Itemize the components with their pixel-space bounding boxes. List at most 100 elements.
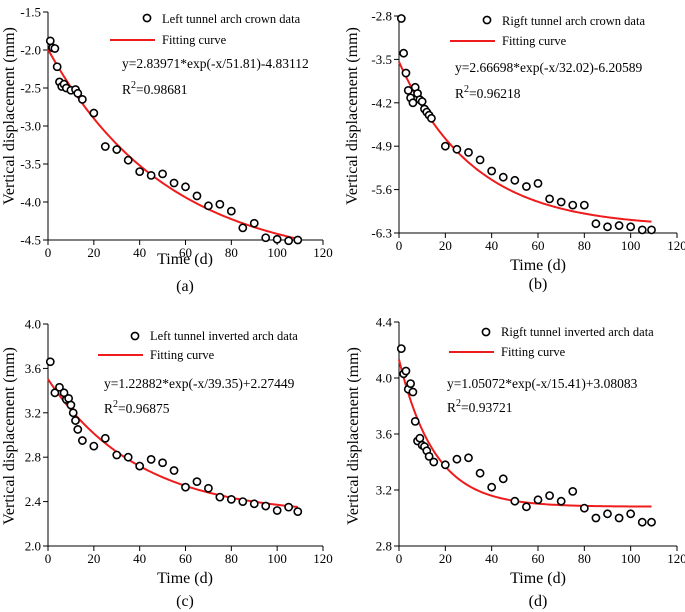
x-tick-label-b: 80 (578, 238, 591, 253)
y-tick-label-b: -3.5 (371, 52, 392, 67)
data-point-b (399, 48, 409, 58)
legend-fit-label-c: Fitting curve (150, 348, 215, 362)
x-tick-label-d: 0 (396, 551, 403, 566)
data-point-d (579, 503, 589, 513)
y-tick-label-c: 2.0 (25, 539, 41, 554)
data-point-a (50, 44, 60, 53)
y-tick-label-a: -1.5 (20, 5, 41, 20)
legend-marker-b (482, 15, 492, 25)
data-point-d (556, 496, 566, 506)
legend-marker-d (481, 327, 491, 337)
x-tick-label-d: 20 (439, 551, 452, 566)
data-point-c (55, 382, 64, 392)
x-tick-label-d: 120 (667, 551, 685, 566)
data-point-b (647, 225, 656, 235)
data-point-a (52, 62, 62, 72)
y-tick-label-a: -2.5 (20, 81, 41, 96)
y-tick-label-d: 3.2 (376, 483, 392, 498)
x-tick-label-c: 80 (225, 551, 238, 566)
x-tick-label-a: 80 (225, 245, 238, 260)
data-point-d (626, 509, 636, 519)
y-tick-label-a: -4.5 (20, 233, 41, 248)
data-point-b (401, 68, 411, 78)
data-point-b (591, 219, 601, 229)
data-point-d (533, 495, 543, 505)
x-tick-label-c: 20 (87, 551, 100, 566)
legend-fit-label-b: Fitting curve (502, 34, 567, 48)
x-tick-label-c: 40 (133, 551, 146, 566)
data-point-b (568, 200, 578, 210)
data-point-b (427, 113, 436, 123)
fitting-curve-a (47, 48, 299, 240)
data-point-b (510, 175, 520, 185)
x-tick-label-b: 60 (532, 238, 545, 253)
data-point-d (545, 491, 554, 500)
legend-fit-label-a: Fitting curve (162, 33, 227, 47)
data-point-a (238, 223, 248, 233)
data-point-b (464, 147, 473, 157)
panel-d: y=1.05072*exp(-x/15.41)+3.08083 R2=0.937… (345, 315, 685, 611)
data-point-d (510, 496, 520, 506)
data-point-c (71, 416, 80, 425)
data-point-b (396, 14, 406, 23)
data-point-a (181, 182, 190, 192)
data-point-d (429, 457, 439, 467)
y-tick-label-b: -2.8 (371, 9, 392, 24)
data-point-b (403, 86, 413, 95)
data-point-b (545, 194, 554, 204)
data-point-a (284, 236, 294, 246)
data-point-d (452, 454, 462, 464)
legend-fit-label-d: Fitting curve (501, 345, 566, 359)
y-axis-title-d: Vertical displacement (mm) (345, 347, 362, 525)
data-point-c (293, 507, 303, 516)
y-tick-label-b: -4.9 (371, 139, 392, 154)
fitting-curve-b (398, 61, 652, 223)
y-axis-title-c: Vertical displacement (mm) (1, 347, 18, 525)
legend-marker-c (130, 331, 140, 341)
x-tick-label-d: 40 (485, 551, 498, 566)
x-tick-label-b: 100 (621, 238, 641, 253)
data-point-c (158, 458, 167, 468)
data-point-b (556, 197, 566, 207)
fitting-curve-d (398, 359, 652, 508)
data-point-b (626, 222, 636, 232)
data-point-d (591, 513, 601, 523)
data-point-a (146, 170, 156, 180)
data-point-d (401, 366, 411, 376)
data-point-c (123, 452, 133, 462)
data-point-a (112, 145, 122, 154)
data-point-c (249, 499, 259, 509)
data-point-c (50, 388, 60, 398)
data-point-a (226, 206, 236, 216)
data-point-a (249, 218, 259, 228)
data-point-d (568, 486, 578, 496)
data-point-c (73, 425, 83, 434)
legend-data-label-d: Rigft tunnel inverted arch data (501, 325, 654, 339)
equation-c: y=1.22882*exp(-x/39.35)+2.27449 (104, 376, 295, 391)
data-point-c (112, 450, 122, 460)
x-tick-label-a: 60 (179, 245, 192, 260)
data-point-c (146, 455, 156, 464)
data-point-a (77, 95, 87, 104)
data-point-b (417, 97, 427, 106)
y-tick-label-d: 2.8 (376, 539, 392, 554)
r2-value-c: =0.96875 (118, 401, 170, 416)
data-point-c (215, 492, 225, 502)
y-tick-label-c: 4.0 (25, 317, 41, 332)
r2-value-d: =0.93721 (461, 400, 513, 415)
x-tick-label-c: 120 (313, 551, 333, 566)
data-point-d (637, 517, 647, 527)
x-axis-title-d: Time (d) (510, 570, 566, 587)
data-point-a (192, 191, 202, 201)
data-point-b (452, 144, 462, 154)
y-tick-label-c: 3.2 (25, 405, 41, 420)
data-point-c (169, 466, 179, 475)
data-point-c (238, 497, 248, 506)
legend-data-label-c: Left tunnel inverted arch data (150, 329, 298, 343)
x-tick-label-b: 120 (667, 238, 685, 253)
panel-c: y=1.22882*exp(-x/39.35)+2.27449 R2=0.968… (1, 317, 333, 611)
x-axis-title-c: Time (d) (157, 570, 213, 587)
panel-label-d: (d) (529, 593, 548, 610)
x-tick-label-d: 100 (621, 551, 641, 566)
